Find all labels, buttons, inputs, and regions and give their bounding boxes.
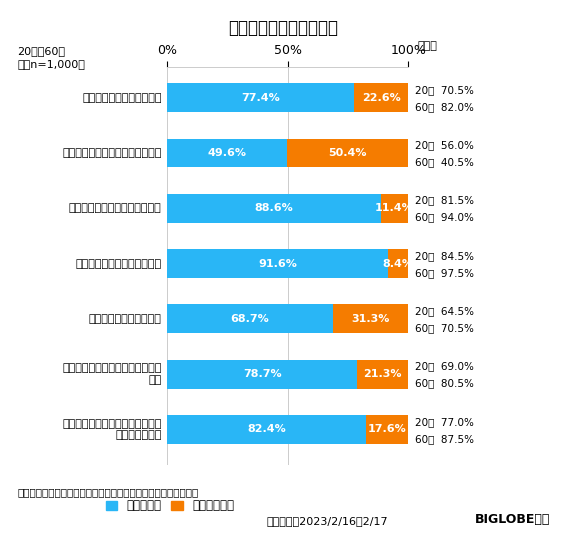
Text: 88.6%: 88.6% (255, 203, 293, 213)
Bar (167, 305, 333, 333)
Bar (167, 415, 366, 444)
Bar (366, 415, 408, 444)
Text: （利用に関する注意事項など、施設により異なるケースもあり）: （利用に関する注意事項など、施設により異なるケースもあり） (17, 487, 198, 498)
Text: 60代  82.0%: 60代 82.0% (416, 102, 475, 112)
Text: 20代  69.0%: 20代 69.0% (416, 362, 475, 371)
Text: 20代  64.5%: 20代 64.5% (416, 306, 475, 316)
Text: 20代  84.5%: 20代 84.5% (416, 251, 475, 261)
Text: 91.6%: 91.6% (258, 259, 297, 268)
Text: 8.4%: 8.4% (383, 259, 413, 268)
Text: 20代～60代: 20代～60代 (17, 46, 65, 56)
Text: 温泉でのマナーについて: 温泉でのマナーについて (229, 19, 338, 37)
Text: 31.3%: 31.3% (352, 314, 390, 324)
Text: 60代  87.5%: 60代 87.5% (416, 434, 475, 444)
Text: BIGLOBE調べ: BIGLOBE調べ (475, 513, 550, 526)
Text: 22.6%: 22.6% (362, 93, 400, 103)
Text: ：（n=1,000）: ：（n=1,000） (17, 59, 85, 69)
Text: 82.4%: 82.4% (247, 424, 286, 434)
Bar (287, 139, 408, 167)
Bar (167, 83, 354, 112)
Text: 20代  70.5%: 20代 70.5% (416, 85, 475, 95)
Text: 49.6%: 49.6% (208, 148, 247, 158)
Text: 20代  56.0%: 20代 56.0% (416, 140, 475, 150)
Text: 調査期間：2023/2/16～2/17: 調査期間：2023/2/16～2/17 (266, 516, 388, 526)
Text: 60代  80.5%: 60代 80.5% (416, 379, 475, 388)
Bar (167, 139, 287, 167)
Text: 68.7%: 68.7% (231, 314, 269, 324)
Bar (167, 249, 388, 278)
Text: 77.4%: 77.4% (241, 93, 280, 103)
Text: 20代  77.0%: 20代 77.0% (416, 417, 475, 427)
Text: 年代別: 年代別 (418, 41, 438, 51)
Legend: 知っていた, 知らなかった: 知っていた, 知らなかった (101, 495, 239, 517)
Text: 60代  97.5%: 60代 97.5% (416, 268, 475, 278)
Bar (167, 360, 357, 388)
Bar (388, 249, 408, 278)
Bar (333, 305, 408, 333)
Text: 78.7%: 78.7% (243, 369, 281, 379)
Text: 60代  94.0%: 60代 94.0% (416, 213, 475, 223)
Bar (167, 194, 381, 223)
Text: 50.4%: 50.4% (328, 148, 367, 158)
Text: 20代  81.5%: 20代 81.5% (416, 195, 475, 206)
Bar (354, 83, 408, 112)
Bar (357, 360, 408, 388)
Text: 60代  70.5%: 60代 70.5% (416, 323, 475, 333)
Text: 17.6%: 17.6% (367, 424, 407, 434)
Text: 11.4%: 11.4% (375, 203, 414, 213)
Text: 21.3%: 21.3% (363, 369, 402, 379)
Bar (381, 194, 408, 223)
Text: 60代  40.5%: 60代 40.5% (416, 157, 475, 167)
